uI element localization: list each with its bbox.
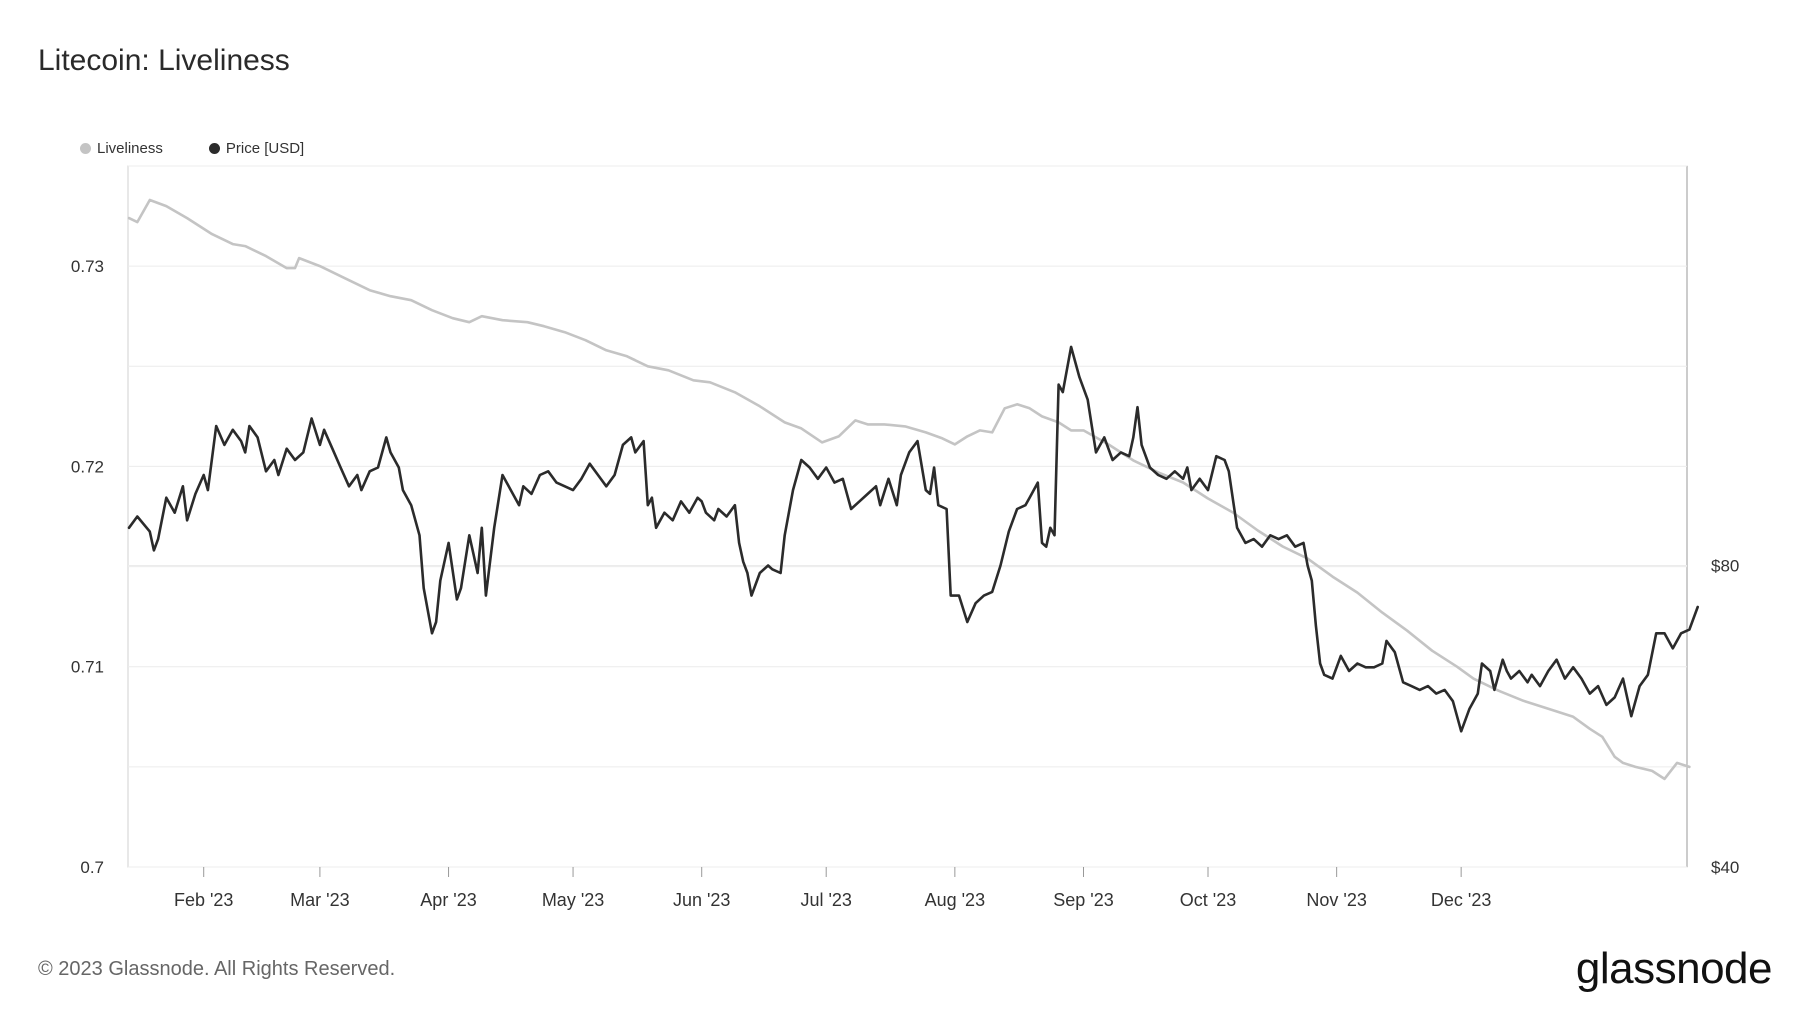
right-tick-label: $40 (1711, 858, 1739, 877)
x-tick-label: Jul '23 (800, 890, 851, 910)
left-tick-label: 0.71 (71, 658, 104, 677)
legend-item-price[interactable]: Price [USD] (208, 140, 305, 157)
legend-label-liveliness: Liveliness (97, 140, 163, 157)
x-tick-label: Mar '23 (290, 890, 349, 910)
right-tick-label: $80 (1711, 556, 1739, 575)
legend: Liveliness Price [USD] (80, 140, 304, 157)
x-tick-label: Dec '23 (1431, 890, 1491, 910)
x-tick-label: Aug '23 (925, 890, 986, 910)
series-liveliness-line (127, 198, 1691, 781)
x-tick-label: Feb '23 (174, 890, 233, 910)
x-tick-label: Nov '23 (1306, 890, 1366, 910)
x-tick-label: Sep '23 (1053, 890, 1114, 910)
copyright-text: © 2023 Glassnode. All Rights Reserved. (38, 958, 396, 980)
left-tick-label: 0.7 (80, 858, 104, 877)
legend-item-liveliness[interactable]: Liveliness (80, 140, 163, 157)
x-tick-label: Oct '23 (1180, 890, 1236, 910)
x-tick-label: Apr '23 (420, 890, 476, 910)
x-tick-label: Jun '23 (673, 890, 730, 910)
left-tick-label: 0.72 (71, 457, 104, 476)
chart-title: Litecoin: Liveliness (38, 44, 290, 77)
x-tick-label: May '23 (542, 890, 604, 910)
legend-dot-price (208, 143, 220, 154)
series-price-line (127, 345, 1699, 733)
left-tick-label: 0.73 (71, 257, 104, 276)
glassnode-logo: glassnode (1575, 944, 1773, 993)
plot-frame (127, 165, 1688, 868)
legend-label-price: Price [USD] (225, 140, 305, 157)
legend-dot-liveliness (80, 143, 91, 154)
